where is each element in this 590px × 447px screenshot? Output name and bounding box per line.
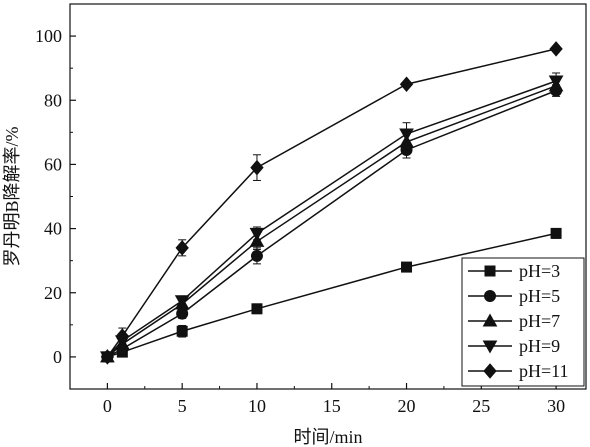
legend-marker bbox=[482, 313, 498, 327]
data-point bbox=[251, 303, 263, 315]
legend-item: pH=11 bbox=[468, 361, 568, 381]
x-axis-label: 时间/min bbox=[293, 427, 362, 447]
y-tick-label: 100 bbox=[35, 26, 62, 46]
data-point bbox=[100, 349, 115, 365]
data-point bbox=[549, 41, 563, 57]
x-tick-label: 30 bbox=[547, 396, 565, 416]
legend-item: pH=9 bbox=[468, 336, 560, 356]
y-tick-label: 0 bbox=[53, 347, 62, 367]
legend-label: pH=3 bbox=[519, 261, 560, 281]
legend-box bbox=[461, 257, 585, 387]
legend-marker bbox=[483, 363, 497, 379]
data-point bbox=[399, 76, 414, 92]
data-point bbox=[550, 227, 562, 239]
y-tick-label: 40 bbox=[44, 219, 62, 239]
data-point bbox=[250, 159, 264, 176]
legend-item: pH=7 bbox=[468, 311, 560, 331]
legend-label: pH=9 bbox=[519, 336, 560, 356]
data-point bbox=[175, 240, 189, 256]
x-tick-label: 15 bbox=[323, 396, 341, 416]
series-pH=11 bbox=[100, 41, 563, 365]
x-tick-label: 10 bbox=[248, 396, 266, 416]
y-axis-label: 罗丹明B降解率/% bbox=[2, 126, 22, 266]
x-tick-label: 5 bbox=[178, 396, 187, 416]
legend-item: pH=3 bbox=[468, 261, 560, 281]
data-point bbox=[548, 75, 564, 89]
x-tick-label: 20 bbox=[398, 396, 416, 416]
y-tick-label: 20 bbox=[44, 283, 62, 303]
data-point bbox=[250, 249, 263, 262]
data-point bbox=[174, 295, 190, 309]
data-point bbox=[401, 261, 413, 273]
y-tick-label: 80 bbox=[44, 90, 62, 110]
data-point bbox=[399, 128, 414, 142]
x-tick-label: 0 bbox=[103, 396, 112, 416]
series-layer bbox=[100, 41, 564, 365]
legend-label: pH=5 bbox=[519, 286, 560, 306]
data-point bbox=[176, 307, 189, 320]
legend-item: pH=5 bbox=[468, 286, 560, 306]
legend-label: pH=11 bbox=[519, 361, 568, 381]
data-point bbox=[115, 328, 130, 344]
data-point bbox=[176, 325, 188, 337]
y-tick-label: 60 bbox=[44, 154, 62, 174]
legend-marker bbox=[484, 265, 496, 277]
legend-marker bbox=[482, 340, 498, 354]
legend-label: pH=7 bbox=[519, 311, 560, 331]
data-point bbox=[249, 227, 265, 241]
x-tick-label: 25 bbox=[472, 396, 490, 416]
y-axis-ticks: 0 20 40 60 80 100 bbox=[35, 26, 76, 367]
legend: pH=3 pH=5 pH=7 pH=9 pH=11 bbox=[461, 257, 585, 387]
x-axis-ticks: 0 5 10 15 20 25 30 bbox=[103, 383, 565, 416]
legend-marker bbox=[484, 290, 496, 302]
